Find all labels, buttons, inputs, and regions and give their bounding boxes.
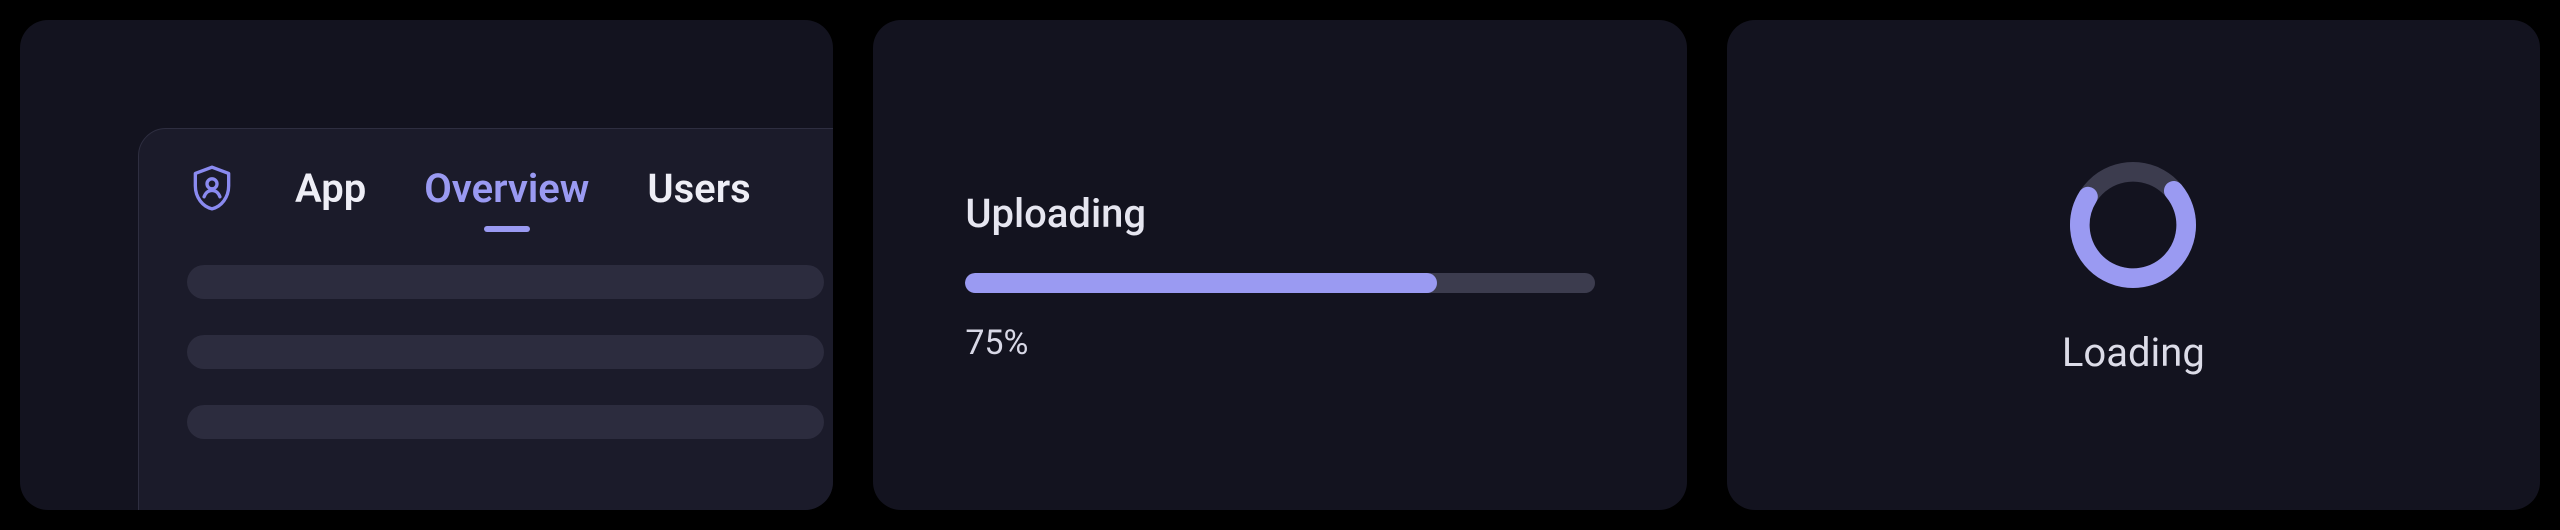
skeleton-row — [187, 335, 824, 369]
loading-spinner-card: Loading — [1727, 20, 2540, 510]
upload-progress-card: Uploading 75% — [873, 20, 1686, 510]
progress-block: Uploading 75% — [965, 190, 1594, 363]
spinner-icon — [2063, 155, 2203, 295]
app-window: App Overview Users — [138, 128, 833, 510]
progress-fill — [965, 273, 1437, 293]
spinner-label: Loading — [2062, 329, 2205, 376]
progress-percent-label: 75% — [965, 323, 1594, 363]
skeleton-row — [187, 265, 824, 299]
tab-app[interactable]: App — [295, 165, 366, 212]
tab-bar: App Overview Users — [139, 129, 833, 235]
tab-users[interactable]: Users — [647, 165, 750, 212]
tab-content — [139, 235, 833, 439]
progress-track — [965, 273, 1594, 293]
tab-overview[interactable]: Overview — [424, 165, 589, 212]
tabs-preview-card: App Overview Users — [20, 20, 833, 510]
shield-user-icon — [187, 163, 237, 213]
progress-title: Uploading — [965, 190, 1594, 237]
skeleton-row — [187, 405, 824, 439]
